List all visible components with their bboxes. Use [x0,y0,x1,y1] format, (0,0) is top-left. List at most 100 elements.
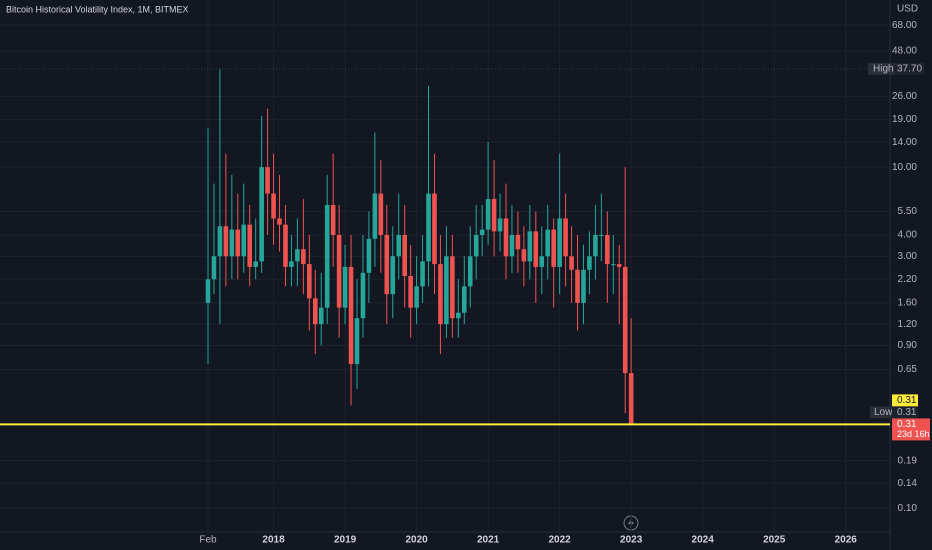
candle-body [563,218,568,257]
candle-body [509,234,515,257]
y-tick-label: 0.14 [898,478,918,489]
candle-body [593,234,598,257]
candle-body [384,234,390,295]
candle-body [235,229,241,257]
candle-body [348,266,354,365]
chart-title: Bitcoin Historical Volatility Index, 1M,… [6,4,189,14]
candle-body [545,229,551,257]
candle-body [503,218,509,257]
y-tick-label: 5.50 [898,206,918,217]
candle-body [366,238,372,273]
candle-body [360,272,366,319]
low-value-box [892,406,918,419]
x-tick-label: 2021 [477,535,500,546]
candle-body [605,234,610,265]
y-tick-label: 14.00 [892,137,917,148]
candle-body [527,231,533,262]
y-tick-label: 1.20 [898,319,918,330]
candle-body [569,256,574,270]
x-tick-label: 2023 [620,535,643,546]
candle-body [342,266,348,308]
candle-body [277,218,282,225]
y-tick-label: 26.00 [892,91,917,102]
candle-body [253,261,258,267]
candle-body [283,224,288,267]
high-value-box [894,62,924,75]
candle-body [438,264,443,325]
candle-body [312,298,318,325]
candle-body [289,261,294,267]
candle-body [533,231,539,267]
candle-body [354,318,360,365]
y-tick-label: 0.65 [898,364,918,375]
x-tick-label: 2019 [334,535,357,546]
candle-body [324,204,330,308]
candle-body [217,226,223,257]
candle-body [378,193,384,235]
high-label-box [868,62,894,75]
y-tick-label: 4.00 [898,230,918,241]
candle-body [599,234,604,236]
candle-body [318,307,324,325]
candle-body [265,167,270,194]
y-tick-label: 19.00 [892,114,917,125]
candle-body [628,373,634,425]
candle-body [247,224,253,267]
candle-body [432,193,437,265]
candle-body [497,218,503,232]
candle-body [581,269,586,303]
countdown-price: 0.31 [897,419,917,430]
y-tick-label: 0.90 [898,340,918,351]
candle-body [241,224,247,257]
y-tick-label: 1.60 [898,297,918,308]
candle-body [622,266,628,374]
x-tick-label: 2024 [692,535,715,546]
candle-body [485,199,491,230]
candle-body [307,264,312,299]
high-label: High [873,63,894,74]
candle-body [473,234,479,257]
last-price-label: 0.31 [897,395,917,406]
candle-body [551,229,556,267]
x-tick-label: 2018 [262,535,285,546]
candle-body [461,286,467,313]
candle-body [223,226,229,257]
countdown-box [892,418,930,441]
candle-body [259,167,264,262]
candle-body [295,249,300,262]
candle-body [211,256,217,280]
candle-body [491,199,497,232]
candle-body [396,234,402,257]
x-tick-label: Feb [199,535,217,546]
y-tick-label: 0.10 [898,503,918,514]
last-price-box [892,394,918,407]
candle-body [301,249,306,265]
candle-body [575,269,580,303]
y-tick-label: 2.20 [898,274,918,285]
x-tick-label: 2026 [835,535,858,546]
candle-body [402,234,407,276]
candle-body [557,218,562,267]
candle-body [271,193,276,219]
x-tick-label: 2020 [405,535,428,546]
y-tick-label: 68.00 [892,20,917,31]
candle-body [515,234,521,250]
y-tick-label: 3.00 [898,251,918,262]
candle-body [372,193,378,239]
candle-body [587,256,592,270]
candle-body [229,229,235,257]
candle-body [336,234,342,308]
low-label-box [870,406,892,419]
countdown: 23d 16h [897,429,930,439]
y-tick-label: 48.00 [892,46,917,57]
candle-body [408,275,413,308]
candle-body [479,229,485,235]
candle-body [539,256,545,267]
candle-body [456,312,461,319]
low-label: Low [874,407,893,418]
candle-body [426,193,431,262]
candle-body [390,256,396,295]
y-tick-label: 0.19 [898,455,918,466]
